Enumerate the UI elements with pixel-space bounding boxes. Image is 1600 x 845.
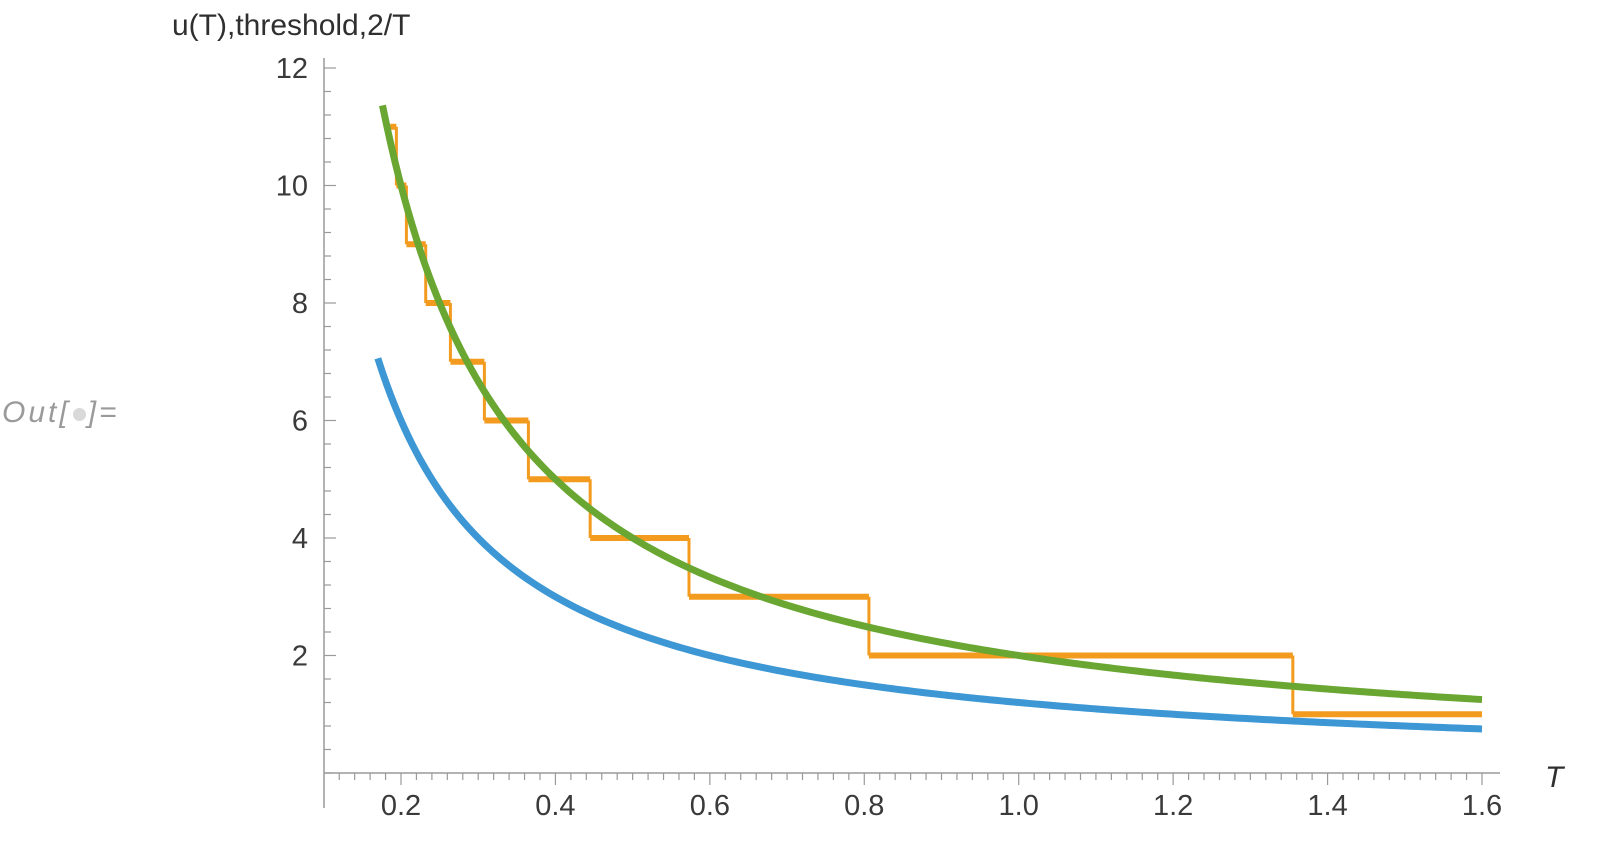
y-tick-label: 4: [292, 523, 308, 555]
y-tick-label: 6: [292, 406, 308, 438]
y-tick-label: 10: [276, 171, 308, 203]
output-cell-label: Out[ ]=: [2, 396, 120, 430]
u-curve: [374, 357, 1483, 733]
x-axis-title: T: [1545, 761, 1566, 794]
output-cell-prefix: Out[: [2, 396, 71, 429]
output-cell-suffix: ]=: [87, 396, 120, 429]
x-tick-label: 0.6: [690, 790, 730, 822]
x-tick-label: 0.4: [535, 790, 575, 822]
x-tick-label: 1.6: [1462, 790, 1502, 822]
axes: 0.2 0.4 0.6 0.8 1.0 1.2 1.4 1.6 2 4 6 8 10 12: [276, 53, 1502, 822]
x-tick-label: 1.4: [1307, 790, 1347, 822]
y-tick-label: 8: [292, 288, 308, 320]
x-tick-label: 0.8: [844, 790, 884, 822]
series-threshold: [390, 123, 1482, 718]
series-two-over-T: [379, 104, 1483, 704]
two-over-T-curve: [379, 104, 1483, 704]
y-tick-label: 2: [292, 641, 308, 673]
x-tick-label: 0.2: [381, 790, 421, 822]
series-u: [374, 357, 1483, 733]
x-tick-label: 1.2: [1153, 790, 1193, 822]
y-tick-label: 12: [276, 53, 308, 85]
cell-indicator-icon: [72, 407, 86, 421]
x-tick-label: 1.0: [999, 790, 1039, 822]
y-axis-title: u(T),threshold,2/T: [172, 9, 410, 42]
